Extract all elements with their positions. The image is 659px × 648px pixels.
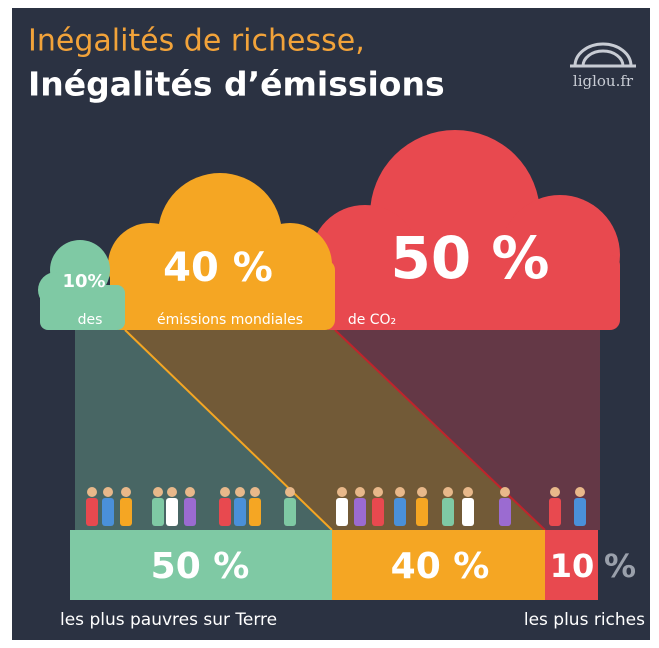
person-head [220,487,230,497]
person-head [337,487,347,497]
person-head [443,487,453,497]
person-body [354,498,366,526]
person-body [336,498,348,526]
person-body [284,498,296,526]
person-body [372,498,384,526]
people [86,487,586,526]
person-head [185,487,195,497]
person-head [103,487,113,497]
person-head [285,487,295,497]
caption: des [78,312,103,328]
bar-label: 40 % [391,546,490,587]
bar-rich [545,530,598,600]
person-head [250,487,260,497]
person-body [219,498,231,526]
person-head [575,487,585,497]
cloud-red [310,130,620,330]
bar-middle [332,530,545,600]
bar-label: 50 % [151,546,250,587]
flow-rich [335,330,600,530]
cloud-label: 10% [62,271,105,292]
person-body [249,498,261,526]
title-line1: Inégalités de richesse, [28,24,365,59]
person-body [574,498,586,526]
person-head [395,487,405,497]
person-body [152,498,164,526]
person-body [86,498,98,526]
bar-suffix: % [604,547,636,585]
title-line2: Inégalités d’émissions [28,65,445,104]
person-body [102,498,114,526]
person-body [166,498,178,526]
logo: liglou.fr [573,72,634,90]
person-body [394,498,406,526]
person-head [87,487,97,497]
person-head [153,487,163,497]
bar-label: 10 [550,547,595,585]
caption: de CO₂ [348,312,396,328]
person-body [416,498,428,526]
person-body [499,498,511,526]
person-head [550,487,560,497]
person-head [167,487,177,497]
footer-left: les plus pauvres sur Terre [60,610,277,630]
flow-poor [75,330,332,530]
person-head [417,487,427,497]
person-head [121,487,131,497]
footer-right: les plus riches [524,610,645,630]
flow-edge [124,329,333,531]
person-head [373,487,383,497]
person-body [234,498,246,526]
flow-edge [334,329,546,531]
bar-poor [70,530,332,600]
logo-icon [570,42,636,68]
person-head [355,487,365,497]
caption: émissions mondiales [157,312,303,328]
person-body [462,498,474,526]
cloud-label: 40 % [163,245,273,291]
person-head [463,487,473,497]
person-body [442,498,454,526]
flow-middle [125,330,545,530]
cloud-label: 50 % [390,224,549,292]
person-body [120,498,132,526]
person-body [184,498,196,526]
person-body [549,498,561,526]
person-head [500,487,510,497]
cloud-green [38,240,125,330]
cloud-orange [108,173,335,330]
person-head [235,487,245,497]
